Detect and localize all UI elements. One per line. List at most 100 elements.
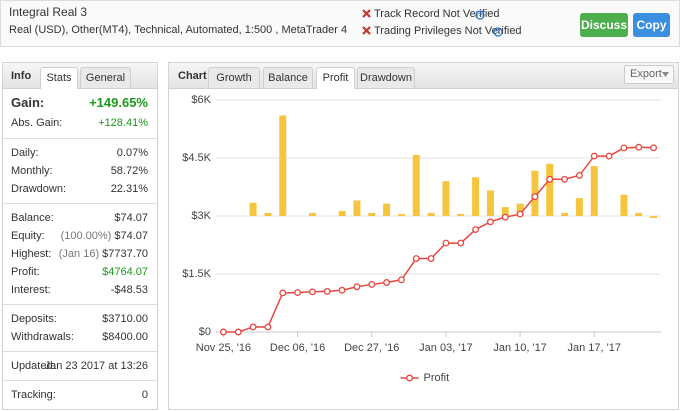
stats-label: Equity:: [11, 230, 45, 242]
bar: [457, 214, 465, 216]
point: [442, 239, 450, 247]
stats-value: 58.72%: [111, 162, 148, 180]
bar: [650, 216, 658, 218]
stats-label: Tracking:: [11, 389, 56, 401]
stats-number: 58.72%: [110, 165, 148, 177]
stats-row: Highest: (Jan 16) $7737.70: [11, 245, 148, 263]
stats-row: Drawdown: 22.31%: [11, 180, 148, 198]
notice: Trading Privileges Not Verified: [374, 25, 522, 37]
stats-value: +128.41%: [98, 114, 148, 132]
legend-label: Profit: [424, 372, 450, 384]
tab[interactable]: General: [80, 67, 131, 88]
point: [620, 144, 628, 152]
x-tick-label: Jan 03, '17: [419, 342, 472, 354]
point: [472, 226, 480, 233]
stats-value: $74.07: [114, 209, 148, 227]
stats-number: $4764.07: [102, 266, 148, 278]
stats-group: Tracking: 0: [3, 381, 157, 409]
stats-value: -$48.53: [111, 281, 148, 299]
point: [457, 239, 465, 247]
bar: [561, 212, 569, 216]
info-panel: Info Stats General Gain: +149.65% Abs. Gai…: [2, 62, 158, 410]
stats-number: $3710.00: [102, 313, 148, 325]
tab[interactable]: Drawdown: [357, 67, 415, 88]
stats-row: Balance: $74.07: [11, 209, 148, 227]
y-tick-label: $6K: [191, 94, 211, 106]
stats-value: Jan 23 2017 at 13:26: [45, 357, 148, 375]
stats-label: Profit:: [11, 266, 40, 278]
point: [249, 323, 257, 331]
stats-row: Withdrawals: $8400.00: [11, 328, 148, 346]
point: [531, 193, 539, 201]
stats-row: Deposits: $3710.00: [11, 310, 148, 328]
y-tick-label: $1.5K: [182, 268, 211, 280]
stats-number: $7737.70: [102, 248, 148, 260]
export-label: Export: [630, 68, 662, 80]
stats-note: (100.00%): [60, 230, 112, 242]
point: [501, 213, 509, 221]
x-icon: [362, 9, 371, 35]
x-tick-label: Jan 17, '17: [568, 342, 621, 354]
chart: $0 $1.5K $3K $4.5K $6K Nov 25, '16 Dec 06, '16…: [182, 94, 661, 384]
stats-label: Abs. Gain:: [11, 117, 63, 129]
chart-panel: Chart Growth Balance Profit Drawdown Exp…: [168, 62, 679, 410]
stats-number: -$48.53: [110, 284, 148, 296]
point: [294, 289, 302, 297]
bar: [397, 214, 405, 216]
stats-row: Equity: (100.00%) $74.07: [11, 227, 148, 245]
stats-number: 0.07%: [116, 147, 148, 159]
bar: [264, 212, 272, 216]
bar: [353, 200, 361, 216]
y-tick-label: $0: [199, 326, 211, 338]
point: [323, 287, 331, 295]
export-button[interactable]: Export: [624, 65, 674, 84]
x-tick-label: Dec 27, '16: [344, 342, 399, 354]
point: [561, 175, 569, 183]
stats-number: +149.65%: [89, 95, 148, 110]
notice-icons: [362, 9, 371, 35]
point: [368, 280, 376, 288]
point: [338, 286, 346, 294]
point: [575, 171, 583, 179]
copy-button[interactable]: Copy: [633, 13, 670, 37]
stats-row: Profit: $4764.07: [11, 263, 148, 281]
stats-list: Gain: +149.65% Abs. Gain: +128.41% Daily: 0.0…: [3, 89, 157, 409]
stats-number: 0: [141, 389, 148, 401]
legend-marker: [406, 374, 413, 382]
tab[interactable]: Growth: [208, 67, 260, 88]
point: [546, 175, 554, 183]
panel-title: Info: [11, 70, 32, 82]
stats-row: Daily: 0.07%: [11, 144, 148, 162]
bar: [338, 210, 346, 216]
point: [486, 218, 494, 226]
tab[interactable]: Profit: [316, 67, 355, 89]
notice: Track Record Not Verified: [374, 8, 500, 20]
stats-label: Monthly:: [11, 165, 53, 177]
stats-label: Deposits:: [11, 313, 57, 325]
tab[interactable]: Stats: [40, 67, 78, 89]
stats-row: Interest: -$48.53: [11, 281, 148, 299]
bar: [427, 212, 435, 216]
stats-group: Balance: $74.07 Equity: (100.00%) $74.07 High…: [3, 204, 157, 305]
x-tick-label: Dec 06, '16: [270, 342, 325, 354]
stats-value: $3710.00: [102, 310, 148, 328]
stats-group: Gain: +149.65% Abs. Gain: +128.41%: [3, 89, 157, 139]
point: [412, 255, 420, 262]
help-icon[interactable]: [475, 10, 485, 20]
bar: [590, 166, 598, 216]
bar: [249, 202, 257, 216]
bar: [575, 198, 583, 216]
panel-header: Info Stats General: [3, 63, 157, 89]
x-tick-label: Jan 10, '17: [493, 342, 546, 354]
point: [650, 144, 658, 152]
tab[interactable]: Balance: [263, 67, 313, 88]
stats-number: $8400.00: [102, 331, 148, 343]
stats-label: Gain:: [11, 95, 45, 110]
help-icon[interactable]: [493, 27, 503, 37]
discuss-button[interactable]: Discuss: [580, 13, 628, 37]
panel-title: Chart: [178, 70, 207, 82]
account-subtitle: Real (USD), Other(MT4), Technical, Autom…: [9, 24, 348, 36]
stats-value: (Jan 16) $7737.70: [59, 245, 148, 263]
stats-value: 0.07%: [117, 144, 148, 162]
